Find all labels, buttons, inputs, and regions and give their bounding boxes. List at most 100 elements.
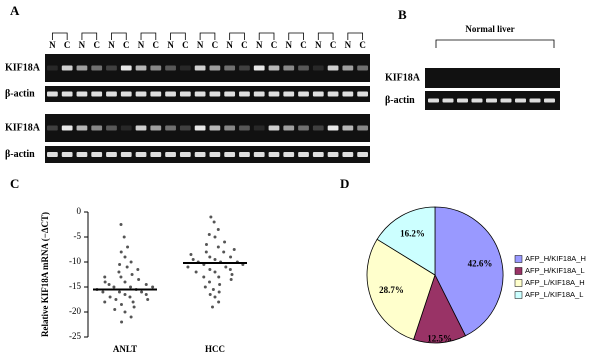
gel-band — [194, 65, 206, 71]
dot — [114, 298, 118, 301]
dot — [103, 300, 107, 304]
dot — [129, 315, 133, 319]
gel-band — [194, 125, 206, 131]
dot — [217, 275, 221, 279]
gel-band — [120, 65, 132, 71]
gel-band — [283, 125, 295, 131]
panel-label: D — [340, 176, 349, 191]
gel-band — [298, 125, 309, 131]
dot — [207, 233, 211, 236]
lane-label: C — [330, 40, 337, 50]
gel-band — [224, 152, 236, 157]
lane-label: N — [197, 40, 204, 50]
dot — [125, 265, 129, 269]
gel — [45, 86, 370, 102]
gel-band — [61, 152, 73, 157]
row-label: β-actin — [385, 95, 415, 106]
legend-label: AFP_H/KIF18A_L — [525, 266, 585, 275]
gel-band — [106, 152, 117, 157]
gel-band — [209, 91, 221, 97]
gel-band — [428, 98, 439, 103]
lane-label: C — [153, 40, 160, 50]
gel-band — [179, 91, 191, 97]
gel-band — [106, 91, 117, 97]
gel-band — [61, 91, 73, 97]
y-axis-label: Relative KIF18A mRNA (−ΔCT) — [40, 212, 50, 337]
gel-band — [91, 125, 103, 131]
legend-swatch — [514, 255, 523, 263]
gel-band — [120, 91, 132, 97]
gel-band — [312, 91, 324, 97]
dot — [217, 290, 221, 294]
dot — [194, 270, 198, 274]
value-label: 28.7% — [379, 285, 404, 295]
gel-band — [342, 125, 354, 131]
pie-slice — [366, 238, 436, 341]
lane-label: N — [256, 40, 263, 50]
dot — [107, 283, 111, 286]
gel-band — [357, 125, 368, 131]
gel-band — [76, 65, 88, 71]
dot — [103, 275, 107, 279]
lane-label: C — [300, 40, 307, 50]
gel-band — [544, 98, 555, 103]
dot — [229, 278, 233, 281]
dot — [224, 265, 228, 269]
dot — [202, 275, 206, 279]
row-label: β-actin — [5, 149, 35, 160]
row-label: KIF18A — [385, 72, 421, 83]
gel-band — [106, 125, 117, 131]
x-tick-label: HCC — [205, 344, 225, 354]
lane-label: N — [167, 40, 174, 50]
gel-band — [486, 98, 497, 103]
legend-swatch — [514, 291, 523, 299]
gel-band — [529, 98, 541, 103]
dot — [230, 273, 234, 276]
dot — [129, 285, 133, 289]
dot — [212, 220, 216, 224]
lane-label: C — [241, 40, 248, 50]
dot — [186, 265, 190, 269]
dot — [213, 258, 217, 261]
gel-band — [61, 125, 73, 131]
dot — [229, 255, 233, 259]
lane-label: C — [182, 40, 189, 50]
dot — [216, 228, 220, 231]
dot — [208, 293, 212, 296]
dot — [144, 293, 148, 296]
gel-band — [283, 65, 295, 71]
lane-label: C — [64, 40, 71, 50]
gel-band — [327, 125, 339, 131]
bracket — [170, 32, 186, 40]
dot — [216, 245, 220, 249]
y-tick-label: -5 — [74, 231, 82, 241]
row-label: KIF18A — [5, 62, 41, 73]
gel-band — [135, 152, 147, 157]
gel-band — [298, 152, 309, 157]
pie-slice — [434, 206, 504, 337]
gel-band — [47, 125, 58, 131]
dot — [144, 283, 148, 286]
lane-label: N — [49, 40, 56, 50]
dot — [213, 270, 217, 274]
gel-band — [120, 125, 132, 131]
bracket — [111, 32, 127, 40]
dot — [120, 320, 124, 324]
dot — [136, 268, 140, 271]
dot — [228, 268, 232, 271]
gel-band — [253, 152, 265, 157]
dot — [119, 223, 123, 226]
gel-band — [209, 125, 221, 131]
gel-band — [47, 65, 58, 71]
bracket — [199, 32, 216, 40]
row-label: β-actin — [5, 88, 35, 99]
gel-band — [47, 152, 58, 157]
gel-band — [253, 125, 265, 131]
gel-band — [91, 91, 103, 97]
gel-band — [47, 91, 58, 97]
dot — [117, 270, 121, 274]
gel-band — [76, 152, 88, 157]
gel-band — [150, 152, 162, 157]
dot — [117, 290, 121, 294]
